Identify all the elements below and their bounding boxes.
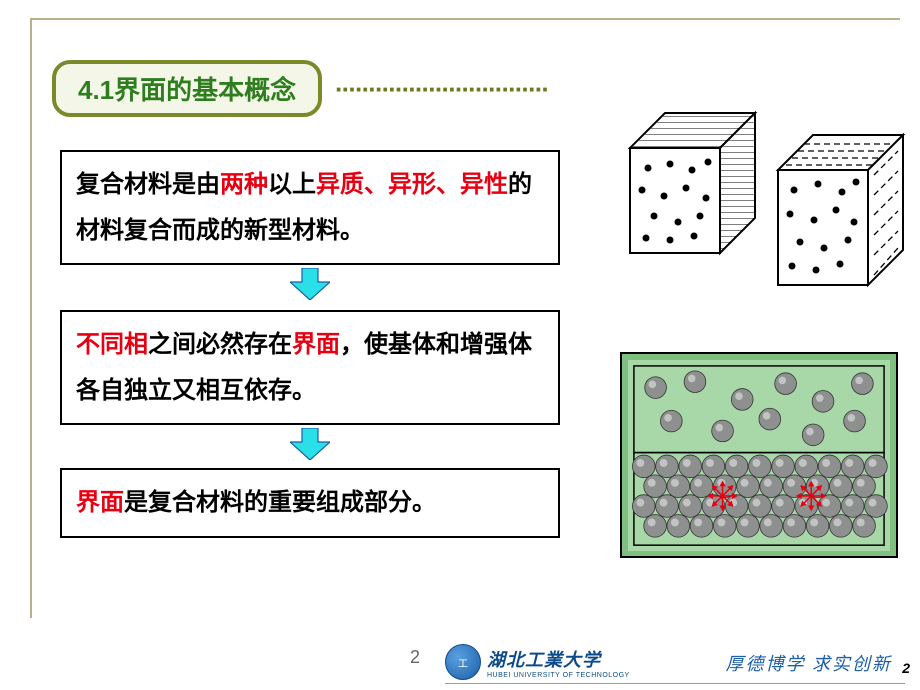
arrow-1 <box>290 268 330 300</box>
t1-r1: 两种 <box>220 171 268 198</box>
uni-cn: 湖北工業大学 <box>487 646 630 672</box>
logo-circle-icon: 工 <box>445 644 481 680</box>
t2-mid: 之间必然存在 <box>148 331 292 358</box>
heading-text: 4.1界面的基本概念 <box>78 75 296 105</box>
section-heading: 4.1界面的基本概念 <box>52 60 322 117</box>
t1-r2: 异质、异形、异性 <box>316 171 508 198</box>
footer: 2 工 湖北工業大学 HUBEI UNIVERSITY OF TECHNOLOG… <box>0 630 920 690</box>
uni-en: HUBEI UNIVERSITY OF TECHNOLOGY <box>487 672 630 679</box>
page-number-right: 2 <box>902 660 910 676</box>
t2-r1: 不同相 <box>76 331 148 358</box>
t1-pre: 复合材料是由 <box>76 171 220 198</box>
rule-horizontal <box>30 18 900 20</box>
t3-post: 是复合材料的重要组成部分。 <box>124 489 436 516</box>
textbox-1: 复合材料是由两种以上异质、异形、异性的材料复合而成的新型材料。 <box>60 150 560 265</box>
prism-dashes <box>768 120 908 300</box>
university-name: 湖北工業大学 HUBEI UNIVERSITY OF TECHNOLOGY <box>487 646 630 679</box>
textbox-2: 不同相之间必然存在界面，使基体和增强体各自独立又相互依存。 <box>60 310 560 425</box>
t1-mid: 以上 <box>268 171 316 198</box>
t2-r2: 界面 <box>292 331 340 358</box>
arrow-2 <box>290 428 330 460</box>
university-logo: 工 湖北工業大学 HUBEI UNIVERSITY OF TECHNOLOGY <box>445 644 630 680</box>
textbox-3: 界面是复合材料的重要组成部分。 <box>60 468 560 538</box>
heading-dots: ································ <box>335 74 548 105</box>
prism-dots <box>620 98 760 268</box>
composite-diagram <box>620 352 898 558</box>
page-number-center: 2 <box>410 647 420 668</box>
motto: 厚德博学 求实创新 <box>726 650 893 676</box>
rule-vertical <box>30 18 32 618</box>
footer-line <box>445 683 905 684</box>
t3-r1: 界面 <box>76 489 124 516</box>
